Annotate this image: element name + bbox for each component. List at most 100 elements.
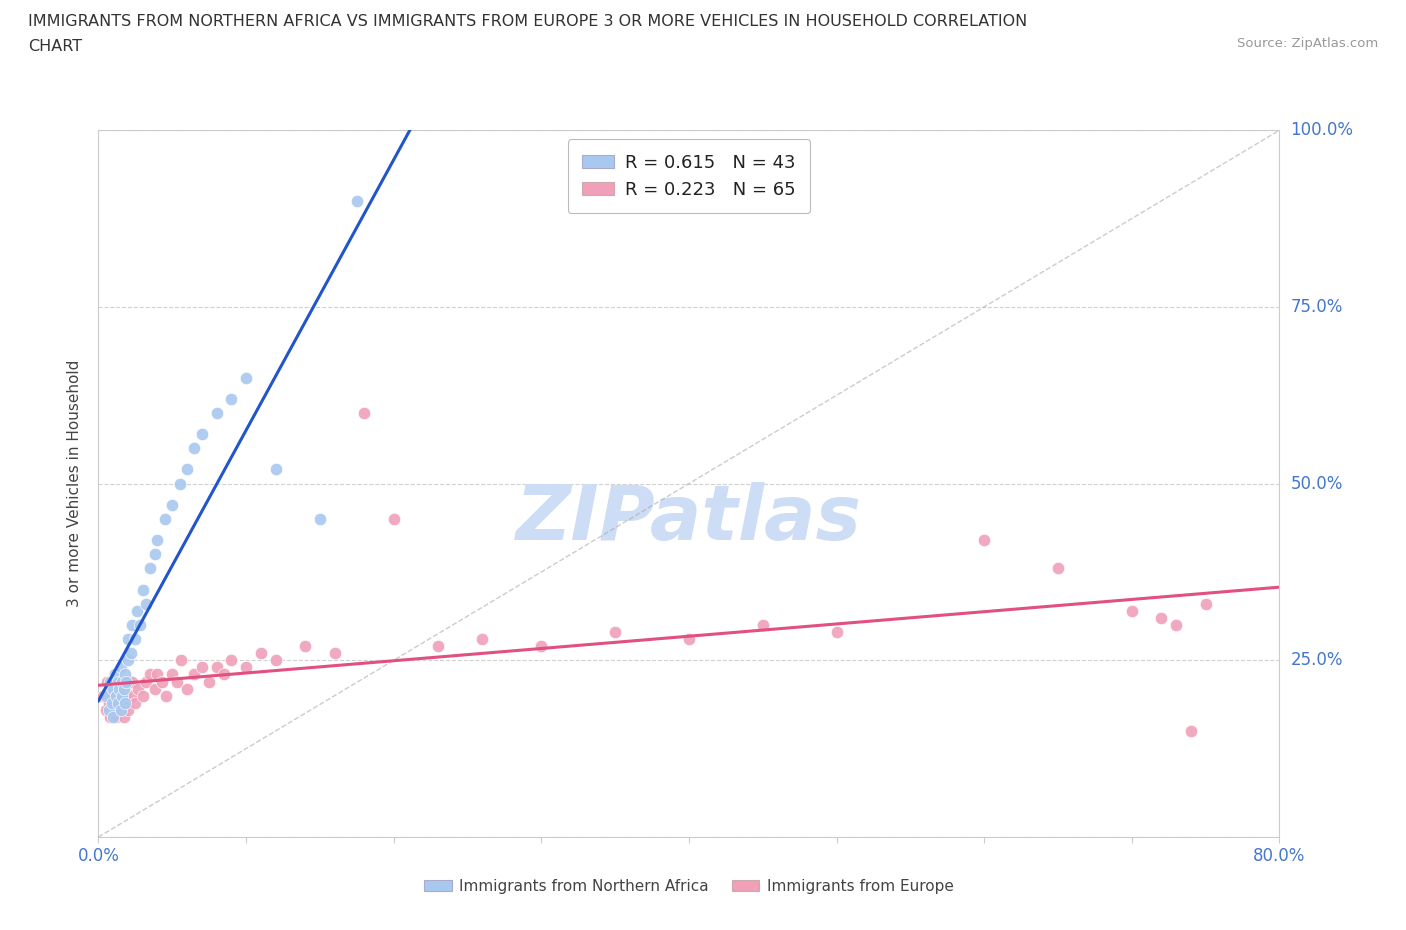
Point (110, 702, 132, 717)
Point (235, 660, 257, 675)
Point (139, 561, 162, 576)
Text: 50.0%: 50.0% (1291, 474, 1343, 493)
Point (1121, 604, 1143, 618)
Point (111, 674, 134, 689)
Point (91, 688, 114, 703)
Point (143, 681, 166, 696)
Point (471, 631, 494, 646)
Point (183, 441, 205, 456)
Point (127, 681, 149, 696)
Text: 75.0%: 75.0% (1291, 298, 1343, 316)
Point (212, 667, 235, 682)
Text: IMMIGRANTS FROM NORTHERN AFRICA VS IMMIGRANTS FROM EUROPE 3 OR MORE VEHICLES IN : IMMIGRANTS FROM NORTHERN AFRICA VS IMMIG… (28, 14, 1028, 29)
Text: Source: ZipAtlas.com: Source: ZipAtlas.com (1237, 37, 1378, 50)
Point (155, 688, 177, 703)
Point (1150, 610, 1173, 625)
Point (250, 645, 273, 660)
Point (104, 667, 127, 682)
Point (170, 653, 193, 668)
Point (112, 681, 135, 696)
Y-axis label: 3 or more Vehicles in Household: 3 or more Vehicles in Household (67, 360, 83, 607)
Point (103, 710, 125, 724)
Point (169, 476, 191, 491)
Point (115, 674, 138, 689)
Point (121, 618, 143, 632)
Point (115, 696, 138, 711)
Point (94, 702, 117, 717)
Point (530, 639, 553, 654)
Point (825, 625, 848, 640)
Point (117, 653, 139, 668)
Point (104, 702, 127, 717)
Text: 100.0%: 100.0% (1291, 121, 1354, 140)
Point (105, 688, 128, 703)
Point (103, 696, 125, 711)
Point (605, 625, 627, 640)
Point (112, 710, 135, 724)
Point (97, 702, 120, 717)
Point (107, 696, 129, 711)
Point (176, 681, 198, 696)
Point (96, 674, 118, 689)
Point (191, 660, 214, 675)
Point (678, 631, 700, 646)
Point (353, 405, 375, 420)
Text: 25.0%: 25.0% (1291, 651, 1343, 670)
Point (100, 696, 122, 711)
Point (382, 512, 405, 526)
Point (162, 667, 183, 682)
Point (107, 674, 129, 689)
Point (108, 681, 131, 696)
Point (110, 660, 132, 675)
Point (150, 674, 173, 689)
Point (125, 604, 148, 618)
Point (114, 688, 136, 703)
Point (98, 688, 121, 703)
Point (309, 512, 332, 526)
Point (427, 639, 450, 654)
Point (166, 674, 188, 689)
Point (135, 674, 157, 689)
Point (114, 667, 136, 682)
Point (176, 462, 198, 477)
Point (117, 702, 139, 717)
Point (153, 512, 176, 526)
Point (1046, 561, 1069, 576)
Point (124, 631, 146, 646)
Point (146, 667, 169, 682)
Point (191, 427, 214, 442)
Point (114, 696, 136, 711)
Point (751, 618, 773, 632)
Point (128, 618, 150, 632)
Point (1180, 724, 1202, 738)
Point (124, 696, 146, 711)
Legend: Immigrants from Northern Africa, Immigrants from Europe: Immigrants from Northern Africa, Immigra… (418, 873, 960, 900)
Point (120, 688, 142, 703)
Text: CHART: CHART (28, 39, 82, 54)
Point (198, 674, 221, 689)
Point (183, 667, 205, 682)
Point (294, 639, 316, 654)
Point (100, 681, 122, 696)
Point (108, 681, 131, 696)
Point (98, 674, 121, 689)
Point (110, 702, 132, 717)
Point (973, 533, 995, 548)
Point (143, 547, 166, 562)
Point (110, 688, 132, 703)
Point (117, 631, 139, 646)
Point (205, 660, 228, 675)
Point (1195, 596, 1218, 611)
Point (264, 653, 287, 668)
Point (117, 674, 139, 689)
Point (132, 688, 155, 703)
Point (162, 498, 183, 512)
Point (323, 645, 346, 660)
Point (135, 596, 157, 611)
Point (1164, 618, 1187, 632)
Point (205, 405, 228, 420)
Text: ZIPatlas: ZIPatlas (516, 482, 862, 556)
Point (139, 667, 162, 682)
Point (111, 696, 134, 711)
Point (94, 688, 117, 703)
